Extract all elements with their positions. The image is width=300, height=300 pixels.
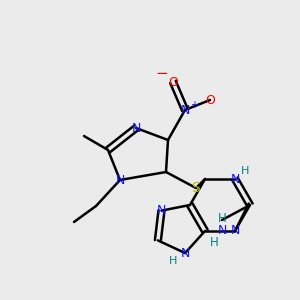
Text: S: S <box>192 181 200 195</box>
Text: −: − <box>156 67 168 82</box>
Text: N: N <box>217 224 227 236</box>
Text: N: N <box>157 204 166 217</box>
Text: N: N <box>180 103 190 116</box>
Text: H: H <box>218 212 226 224</box>
Text: H: H <box>241 166 249 176</box>
Text: N: N <box>131 122 141 134</box>
Text: N: N <box>180 247 190 260</box>
Text: +: + <box>190 100 198 110</box>
Text: O: O <box>168 76 178 88</box>
Text: H: H <box>169 256 177 266</box>
Text: H: H <box>210 236 218 248</box>
Text: O: O <box>205 94 215 106</box>
Text: N: N <box>230 224 240 238</box>
Text: N: N <box>230 172 240 185</box>
Text: N: N <box>115 173 125 187</box>
